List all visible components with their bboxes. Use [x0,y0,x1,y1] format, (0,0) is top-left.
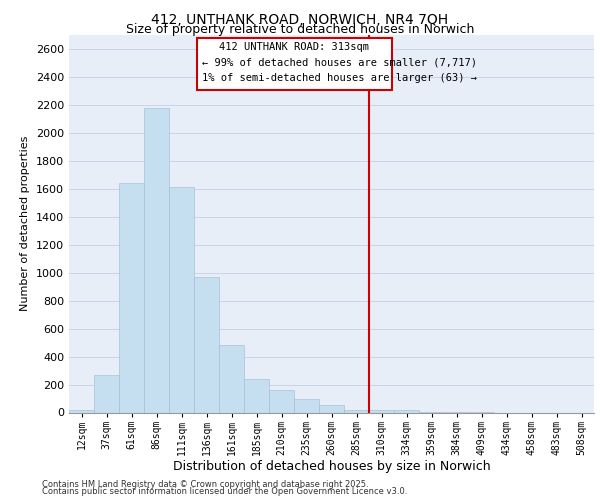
Bar [144,108,169,412]
Text: Contains public sector information licensed under the Open Government Licence v3: Contains public sector information licen… [42,487,407,496]
Bar [294,399,319,412]
Bar [119,183,144,412]
Y-axis label: Number of detached properties: Number of detached properties [20,136,31,312]
Bar [94,375,119,412]
FancyBboxPatch shape [197,38,392,90]
Text: 1% of semi-detached houses are larger (63) →: 1% of semi-detached houses are larger (6… [202,73,476,83]
Bar [319,405,344,412]
Bar [369,410,394,412]
Text: ← 99% of detached houses are smaller (7,717): ← 99% of detached houses are smaller (7,… [202,58,476,68]
Text: 412, UNTHANK ROAD, NORWICH, NR4 7QH: 412, UNTHANK ROAD, NORWICH, NR4 7QH [151,12,449,26]
Bar [194,277,219,412]
Bar [344,410,369,412]
Bar [394,410,419,412]
Text: Contains HM Land Registry data © Crown copyright and database right 2025.: Contains HM Land Registry data © Crown c… [42,480,368,489]
Bar [244,379,269,412]
X-axis label: Distribution of detached houses by size in Norwich: Distribution of detached houses by size … [173,460,490,473]
Bar [219,346,244,412]
Text: 412 UNTHANK ROAD: 313sqm: 412 UNTHANK ROAD: 313sqm [219,42,369,52]
Bar [69,410,94,412]
Text: Size of property relative to detached houses in Norwich: Size of property relative to detached ho… [126,24,474,36]
Bar [169,188,194,412]
Bar [269,390,294,412]
